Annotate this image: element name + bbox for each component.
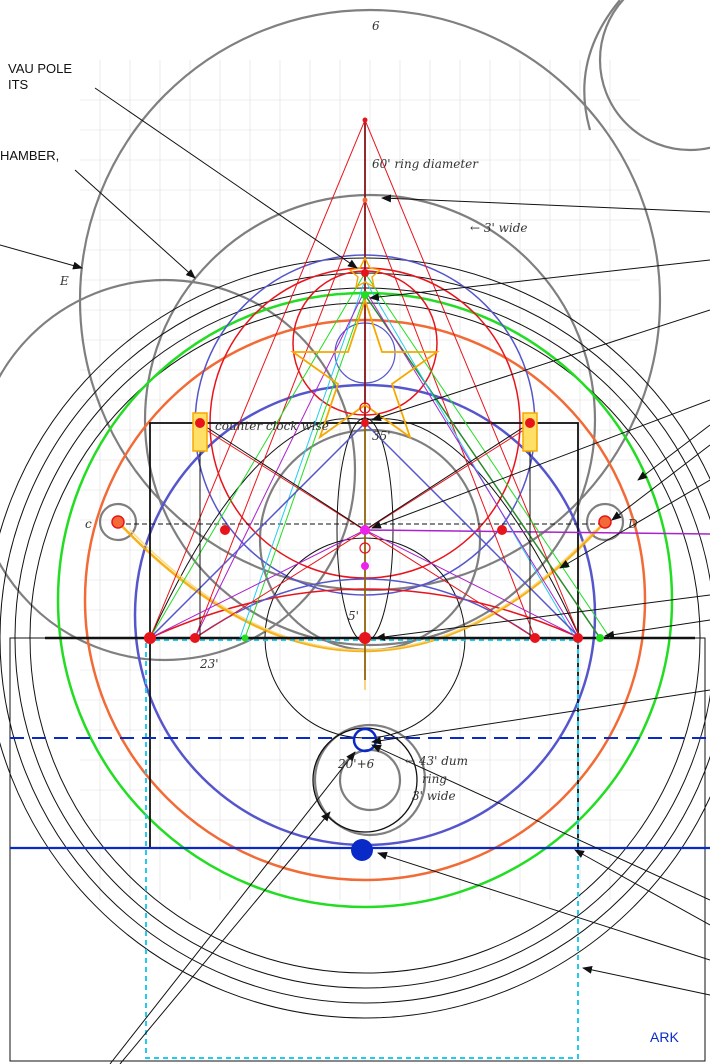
handwritten-23: 23' [199,657,219,671]
orange-points [111,515,612,529]
vesica-right-arc [364,418,581,639]
navy-dot-marker [351,839,373,861]
construction-lines [149,119,611,641]
vesica-left-arc [149,418,366,639]
handwritten-35: 35' [372,429,391,443]
handwritten-top-letter: 6 [372,19,380,33]
hollow-red-point-2 [359,542,371,554]
label-vau-pole: VAU POLE [8,61,72,76]
magenta-points [360,525,370,570]
label-chamber: HAMBER, [0,148,59,163]
navy-ring-marker [352,727,378,753]
handwritten-ring-diameter: 60' ring diameter [372,157,479,171]
sketch-grid [80,60,640,900]
handwritten-counter-clockwise: counter clock wise [215,419,329,433]
pointer-lines [0,87,710,1064]
handwritten-ring: ring [422,772,447,786]
handwritten-d: D [627,517,638,531]
label-ark: ARK [650,1029,679,1045]
gold-arc [117,521,606,653]
handwritten-3wide: 3' wide [412,789,456,803]
star-top-burst [348,256,382,289]
handwritten-three-wide: ← 3' wide [470,221,528,235]
hollow-red-point [359,402,371,414]
gold-star [290,297,440,440]
handwritten-e: E [59,274,69,288]
purple-line [364,529,710,535]
red-points [144,117,583,644]
handwritten-20-6: 20'+6 [337,757,375,771]
label-its: ITS [8,77,29,92]
black-circle-lower [312,727,418,833]
handwritten-c: c [85,517,92,531]
pencil-sketch [0,0,710,837]
handwritten-five: 5' [348,609,359,623]
handwritten-43: ← 43' dum [405,754,468,768]
